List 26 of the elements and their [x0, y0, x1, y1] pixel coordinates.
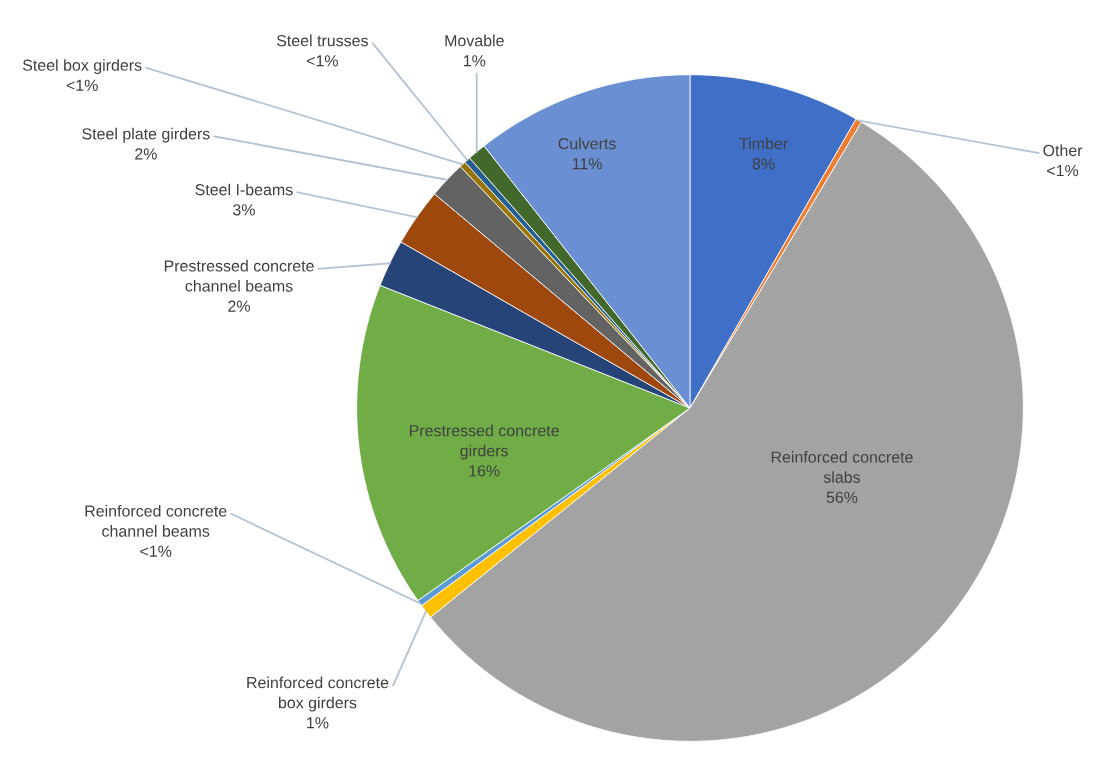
data-label: 1% [307, 717, 329, 729]
data-label: 16% [469, 465, 500, 477]
data-label: 11% [572, 158, 602, 170]
data-label: <1% [66, 79, 98, 91]
slice-label: Steel I-beams [195, 183, 293, 196]
slice-label: Reinforced concrete box girders [247, 676, 389, 712]
slice-label: Steel trusses [276, 34, 368, 47]
slice-label: Reinforced concrete channel beams [85, 504, 227, 537]
slice-label: Steel box girders [22, 59, 142, 75]
data-label: <1% [1047, 165, 1079, 177]
data-label: 56% [826, 491, 858, 503]
data-label: 2% [135, 148, 157, 160]
slice-label: Prestressed concrete girders [409, 424, 559, 460]
slice-label: Culverts [558, 137, 616, 150]
slice-label: Prestressed concrete channel beams [164, 259, 314, 292]
data-label: <1% [140, 545, 172, 557]
data-label: <1% [306, 55, 338, 67]
data-label: 8% [752, 158, 775, 170]
slice-label: Steel plate girders [82, 127, 210, 143]
data-label: 2% [228, 300, 250, 312]
slice-label: Movable [445, 34, 504, 47]
slice-label: Timber [739, 137, 788, 150]
slice-label: Other [1043, 144, 1083, 157]
slice-label: Reinforced concrete slabs [771, 451, 913, 483]
data-label: 1% [463, 55, 486, 67]
data-label: 3% [232, 204, 255, 216]
